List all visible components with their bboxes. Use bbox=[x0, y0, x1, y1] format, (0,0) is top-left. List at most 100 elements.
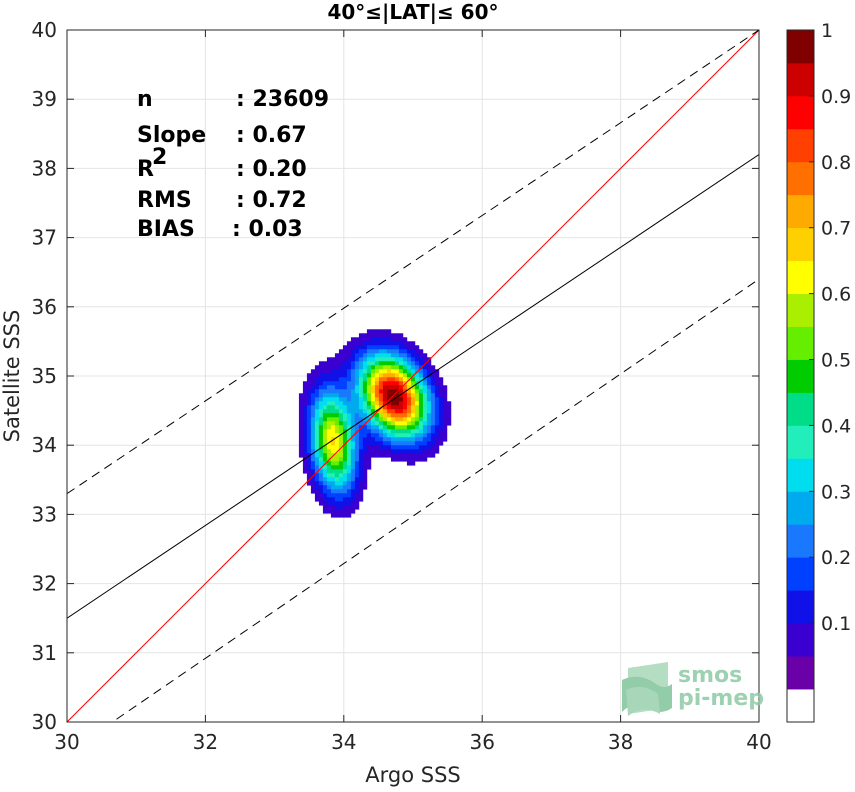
colorbar-tick-label: 0.9 bbox=[821, 86, 851, 108]
density-cell bbox=[398, 341, 404, 346]
density-cell bbox=[390, 357, 396, 362]
density-cell bbox=[350, 425, 356, 430]
density-cell bbox=[358, 341, 364, 346]
density-cell bbox=[302, 397, 308, 402]
density-cell bbox=[362, 337, 368, 342]
density-cell bbox=[326, 453, 332, 458]
density-cell bbox=[410, 365, 416, 370]
density-cell bbox=[326, 501, 332, 506]
density-cell bbox=[318, 397, 324, 402]
density-cell bbox=[394, 421, 400, 426]
density-cell bbox=[438, 433, 444, 438]
density-cell bbox=[418, 457, 424, 462]
density-cell bbox=[354, 393, 360, 398]
density-cell bbox=[366, 409, 372, 414]
density-cell bbox=[378, 365, 384, 370]
density-cell bbox=[406, 453, 412, 458]
density-cell bbox=[338, 477, 344, 482]
density-cell bbox=[430, 385, 436, 390]
density-cell bbox=[318, 449, 324, 454]
density-cell bbox=[382, 337, 388, 342]
density-cell bbox=[342, 401, 348, 406]
density-cell bbox=[410, 437, 416, 442]
density-cell bbox=[370, 333, 376, 338]
density-cell bbox=[430, 425, 436, 430]
colorbar-segment bbox=[787, 161, 814, 196]
density-cell bbox=[370, 329, 376, 334]
density-cell bbox=[414, 429, 420, 434]
density-cell bbox=[446, 421, 452, 426]
density-cell bbox=[310, 481, 316, 486]
density-cell bbox=[382, 349, 388, 354]
density-cell bbox=[318, 437, 324, 442]
density-cell bbox=[330, 381, 336, 386]
density-cell bbox=[386, 361, 392, 366]
density-cell bbox=[318, 485, 324, 490]
density-cell bbox=[338, 465, 344, 470]
density-cell bbox=[398, 441, 404, 446]
density-cell bbox=[326, 401, 332, 406]
density-cell bbox=[314, 417, 320, 422]
density-cell bbox=[322, 453, 328, 458]
density-cell bbox=[338, 461, 344, 466]
density-cell bbox=[334, 413, 340, 418]
density-cell bbox=[362, 393, 368, 398]
density-cell bbox=[374, 329, 380, 334]
density-cell bbox=[370, 353, 376, 358]
density-cell bbox=[298, 405, 304, 410]
density-cell bbox=[334, 481, 340, 486]
density-cell bbox=[346, 457, 352, 462]
density-cell bbox=[426, 369, 432, 374]
density-cell bbox=[438, 405, 444, 410]
density-cell bbox=[406, 381, 412, 386]
density-cell bbox=[378, 381, 384, 386]
density-cell bbox=[338, 469, 344, 474]
density-cell bbox=[306, 461, 312, 466]
density-cell bbox=[310, 397, 316, 402]
density-cell bbox=[354, 369, 360, 374]
colorbar-segment bbox=[787, 491, 814, 525]
density-cell bbox=[426, 397, 432, 402]
density-cell bbox=[418, 417, 424, 422]
density-cell bbox=[426, 421, 432, 426]
density-cell bbox=[366, 349, 372, 354]
density-cell bbox=[362, 377, 368, 382]
density-cell bbox=[430, 413, 436, 418]
density-cell bbox=[350, 465, 356, 470]
density-cell bbox=[358, 381, 364, 386]
density-cell bbox=[322, 473, 328, 478]
density-cell bbox=[366, 381, 372, 386]
density-cell bbox=[414, 441, 420, 446]
density-cell bbox=[382, 433, 388, 438]
density-cell bbox=[298, 409, 304, 414]
density-cell bbox=[398, 409, 404, 414]
density-cell bbox=[382, 397, 388, 402]
density-cell bbox=[330, 397, 336, 402]
density-cell bbox=[394, 401, 400, 406]
density-cell bbox=[358, 377, 364, 382]
density-cell bbox=[330, 457, 336, 462]
density-cell bbox=[390, 429, 396, 434]
density-cell bbox=[382, 417, 388, 422]
density-cell bbox=[314, 481, 320, 486]
density-cell bbox=[298, 433, 304, 438]
density-cell bbox=[306, 433, 312, 438]
density-cell bbox=[370, 373, 376, 378]
density-cell bbox=[310, 373, 316, 378]
y-tick-label: 34 bbox=[32, 433, 57, 457]
density-cell bbox=[394, 361, 400, 366]
density-cell bbox=[322, 505, 328, 510]
density-cell bbox=[366, 361, 372, 366]
density-cell bbox=[402, 393, 408, 398]
density-cell bbox=[346, 413, 352, 418]
density-cell bbox=[426, 381, 432, 386]
density-cell bbox=[410, 357, 416, 362]
density-cell bbox=[330, 365, 336, 370]
density-cell bbox=[354, 441, 360, 446]
density-cell bbox=[374, 425, 380, 430]
density-cell bbox=[318, 421, 324, 426]
density-cell bbox=[354, 465, 360, 470]
density-cell bbox=[310, 369, 316, 374]
density-cell bbox=[350, 357, 356, 362]
density-cell bbox=[362, 429, 368, 434]
